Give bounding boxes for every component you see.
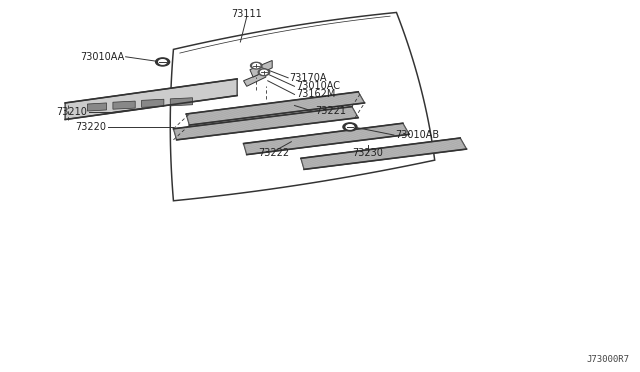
Text: 73170A: 73170A — [289, 73, 327, 83]
Text: 73220: 73220 — [76, 122, 106, 132]
Polygon shape — [301, 138, 467, 169]
Polygon shape — [65, 79, 237, 119]
Text: 73221: 73221 — [315, 106, 346, 116]
Polygon shape — [244, 71, 266, 86]
Circle shape — [343, 123, 357, 131]
Circle shape — [346, 125, 354, 129]
Polygon shape — [250, 61, 272, 77]
Text: 73010AB: 73010AB — [395, 130, 439, 140]
Polygon shape — [173, 107, 358, 140]
Circle shape — [156, 58, 170, 66]
Polygon shape — [88, 103, 106, 111]
Circle shape — [250, 62, 262, 69]
Text: 73010AC: 73010AC — [296, 81, 340, 91]
Text: J73000R7: J73000R7 — [586, 355, 629, 364]
Polygon shape — [170, 98, 193, 106]
Polygon shape — [141, 99, 164, 108]
Text: 73162M: 73162M — [296, 89, 335, 99]
Polygon shape — [186, 92, 365, 125]
Circle shape — [253, 64, 260, 68]
Circle shape — [260, 70, 268, 74]
Circle shape — [159, 60, 166, 64]
Text: 73210: 73210 — [56, 107, 88, 117]
Text: 73111: 73111 — [231, 9, 262, 19]
Polygon shape — [113, 101, 135, 109]
Circle shape — [258, 69, 269, 76]
Text: 73230: 73230 — [353, 148, 383, 158]
Polygon shape — [244, 123, 409, 155]
Text: 73010AA: 73010AA — [80, 52, 124, 62]
Text: 73222: 73222 — [259, 148, 290, 158]
